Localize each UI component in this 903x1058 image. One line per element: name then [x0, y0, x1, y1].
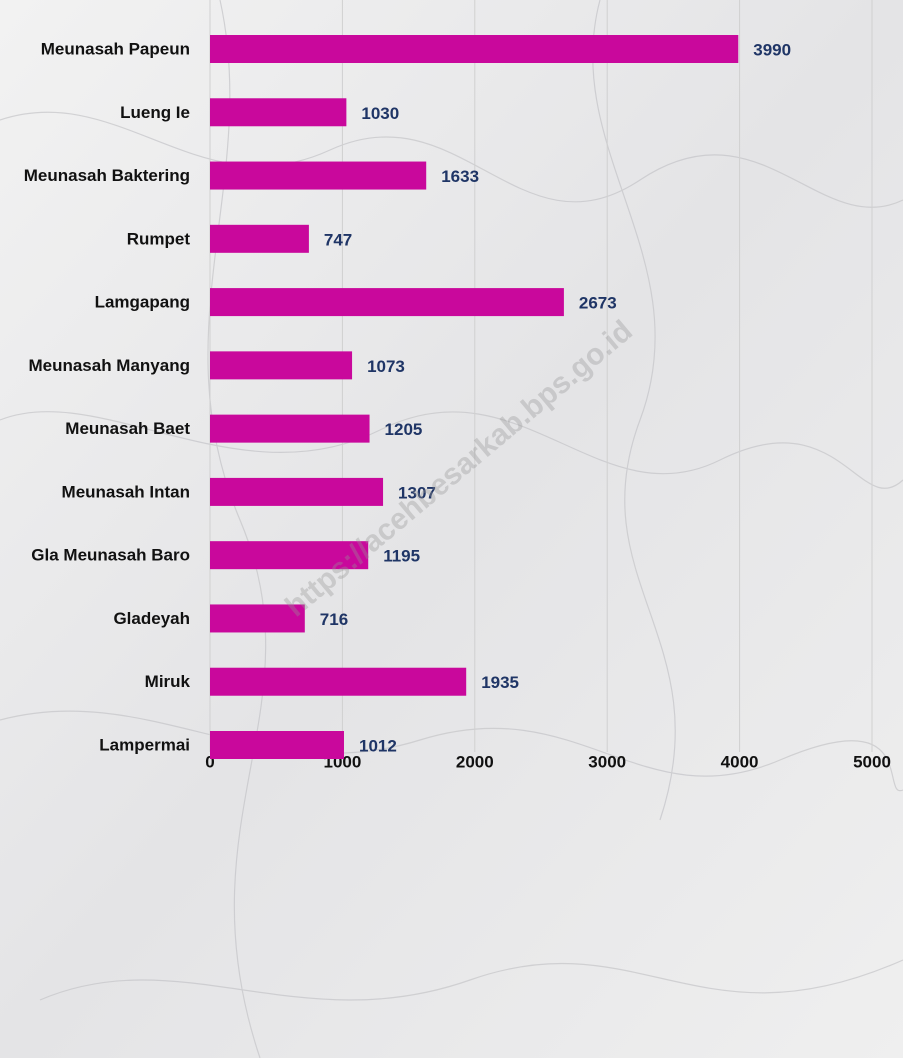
bar — [210, 224, 309, 253]
value-label: 1633 — [441, 167, 479, 186]
bar — [210, 414, 370, 443]
value-label: 747 — [324, 230, 352, 249]
x-tick-label: 0 — [205, 752, 214, 771]
value-label: 1012 — [359, 736, 397, 755]
value-label: 716 — [320, 610, 348, 629]
bar — [210, 288, 564, 317]
y-tick-label: Lueng Ie — [120, 103, 190, 122]
value-label: 1205 — [385, 420, 423, 439]
x-tick-label: 3000 — [588, 752, 626, 771]
y-tick-label: Meunasah Papeun — [41, 39, 190, 58]
bar — [210, 477, 384, 506]
y-tick-label: Lampermai — [99, 735, 190, 754]
bar — [210, 541, 369, 570]
y-tick-label: Meunasah Manyang — [28, 356, 190, 375]
value-label: 1307 — [398, 483, 436, 502]
y-tick-label: Miruk — [145, 672, 191, 691]
value-label: 1073 — [367, 357, 405, 376]
x-tick-label: 2000 — [456, 752, 494, 771]
y-tick-label: Gla Meunasah Baro — [31, 546, 190, 565]
bar — [210, 98, 347, 127]
bar — [210, 731, 344, 759]
x-tick-label: 4000 — [721, 752, 759, 771]
bar — [210, 351, 353, 380]
value-label: 3990 — [753, 40, 791, 59]
value-label: 1935 — [481, 673, 519, 692]
y-tick-label: Lamgapang — [95, 293, 190, 312]
bar — [210, 161, 427, 190]
value-label: 1195 — [383, 547, 420, 566]
y-tick-label: Meunasah Baet — [65, 419, 190, 438]
bar — [210, 604, 305, 633]
bar — [210, 35, 739, 63]
x-tick-label: 5000 — [853, 752, 891, 771]
y-tick-label: Meunasah Intan — [62, 482, 190, 501]
bar — [210, 667, 467, 696]
value-label: 2673 — [579, 294, 617, 313]
value-label: 1030 — [361, 104, 399, 123]
y-tick-label: Rumpet — [127, 229, 191, 248]
y-tick-label: Gladeyah — [113, 609, 190, 628]
y-tick-label: Meunasah Baktering — [24, 166, 190, 185]
